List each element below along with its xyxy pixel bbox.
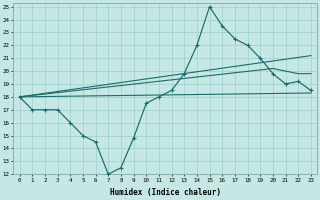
X-axis label: Humidex (Indice chaleur): Humidex (Indice chaleur) (110, 188, 221, 197)
